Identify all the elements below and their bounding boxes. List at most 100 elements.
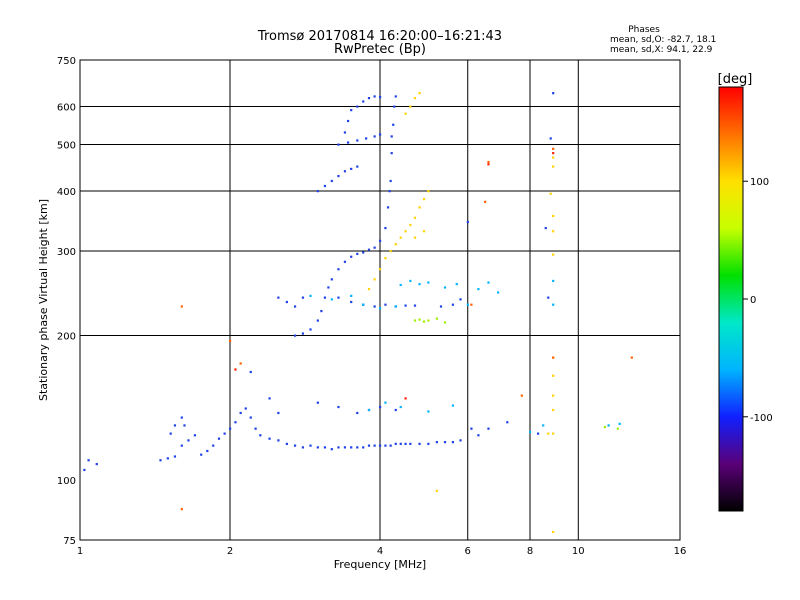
data-point — [330, 278, 333, 281]
data-point — [337, 446, 340, 449]
data-point — [549, 192, 552, 195]
data-point — [187, 439, 190, 442]
colorbar-tick-label: 100 — [750, 177, 769, 188]
data-point — [373, 95, 376, 98]
stats-x: mean, sd,X: 94.1, 22.9 — [610, 45, 713, 55]
data-point — [83, 468, 86, 472]
data-point — [362, 251, 365, 254]
data-point — [173, 455, 177, 458]
data-point — [399, 442, 402, 445]
y-ticks: 75 100 200 300 400 500 600 750 — [57, 56, 76, 547]
data-point — [301, 296, 305, 299]
data-point — [422, 230, 426, 233]
data-point — [183, 424, 186, 427]
data-point — [552, 214, 555, 218]
x-tick-label: 1 — [77, 546, 83, 557]
data-point — [239, 411, 242, 415]
x-tick-label: 10 — [572, 546, 585, 557]
data-point — [365, 137, 368, 140]
data-point — [330, 448, 333, 451]
data-point — [529, 430, 532, 434]
data-point — [552, 156, 555, 159]
x-tick-label: 4 — [377, 546, 383, 557]
data-point — [427, 319, 430, 322]
data-point — [506, 421, 509, 424]
data-point — [484, 200, 487, 203]
data-point — [443, 441, 447, 444]
y-tick-label: 600 — [57, 103, 76, 114]
data-point — [362, 446, 365, 449]
data-point — [384, 227, 387, 230]
chart-title: Tromsø 20170814 16:20:00–16:21:43 — [257, 29, 502, 44]
data-point — [362, 100, 365, 103]
data-point — [343, 131, 347, 134]
data-point — [422, 320, 426, 323]
data-point — [327, 286, 330, 289]
data-point — [367, 97, 371, 100]
data-point — [470, 303, 473, 306]
data-point — [487, 427, 490, 430]
data-point — [379, 96, 382, 99]
data-point — [323, 184, 327, 188]
data-point — [159, 459, 162, 462]
data-point — [427, 190, 430, 193]
data-point — [418, 318, 421, 321]
data-point — [409, 223, 412, 227]
data-point — [427, 410, 430, 413]
data-point — [552, 374, 555, 377]
stats-o: mean, sd,O: -82.7, 18.1 — [610, 35, 716, 45]
data-point — [193, 434, 197, 437]
data-point — [337, 405, 340, 409]
x-tick-label: 8 — [527, 546, 533, 557]
data-point — [244, 407, 247, 410]
data-point — [552, 147, 555, 150]
data-point — [470, 427, 473, 430]
x-axis-label: Frequency [MHz] — [334, 558, 426, 571]
data-point — [394, 442, 397, 445]
data-point — [379, 444, 382, 447]
data-point — [618, 422, 621, 425]
data-point — [547, 432, 550, 435]
data-point — [356, 165, 359, 168]
data-point — [552, 92, 555, 95]
data-point — [323, 446, 327, 449]
data-point — [487, 160, 490, 164]
data-point — [451, 404, 455, 407]
data-point — [249, 370, 252, 374]
data-point — [603, 425, 606, 429]
data-point — [229, 339, 232, 343]
data-point — [552, 432, 555, 435]
data-point — [337, 296, 340, 299]
grid-lines — [80, 60, 680, 540]
data-point — [356, 446, 359, 449]
data-point — [206, 449, 209, 453]
data-point — [459, 298, 462, 301]
data-point — [346, 119, 350, 123]
data-point — [413, 319, 417, 322]
colorbar-tick-label: 0 — [750, 295, 756, 306]
data-point — [427, 281, 430, 284]
data-point — [180, 444, 183, 447]
data-point — [95, 462, 98, 466]
data-point — [435, 489, 438, 492]
data-point — [180, 416, 183, 419]
data-point — [418, 206, 421, 209]
chart-subtitle: RwPretec (Bp) — [334, 42, 426, 57]
data-point — [350, 167, 353, 171]
data-point — [379, 307, 382, 310]
colorbar-label: [deg] — [718, 72, 753, 87]
data-point — [435, 441, 438, 444]
data-point — [379, 268, 382, 271]
data-point — [552, 165, 555, 168]
data-point — [542, 424, 545, 427]
data-point — [346, 141, 350, 144]
data-point — [200, 453, 203, 456]
data-points — [83, 92, 633, 534]
data-point — [384, 444, 387, 447]
y-tick-label: 100 — [57, 476, 76, 487]
data-point — [330, 298, 333, 301]
data-point — [404, 442, 407, 445]
x-ticks: 1 2 4 6 8 10 16 — [77, 546, 687, 557]
data-point — [323, 296, 327, 299]
